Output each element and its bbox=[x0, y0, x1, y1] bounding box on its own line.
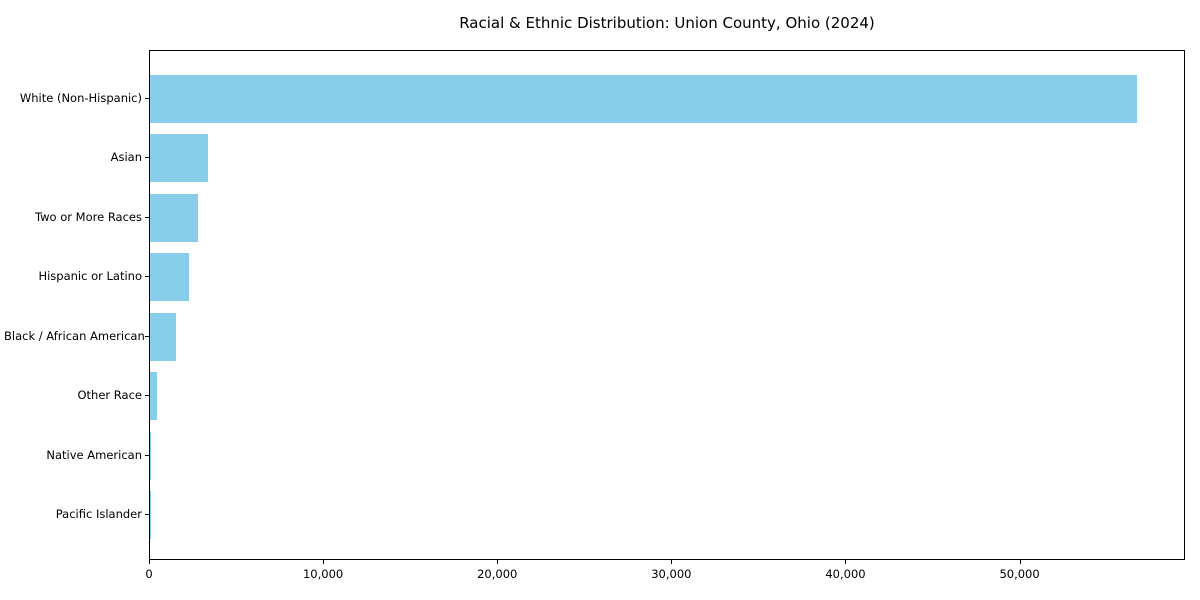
x-axis-tick-label: 40,000 bbox=[825, 567, 866, 581]
x-axis-tick-label: 20,000 bbox=[477, 567, 518, 581]
y-axis-category-label: Two or More Races bbox=[35, 209, 142, 224]
y-axis-tick bbox=[145, 514, 149, 515]
bar bbox=[150, 372, 157, 420]
bar bbox=[150, 253, 189, 301]
x-axis-tick-label: 50,000 bbox=[999, 567, 1040, 581]
y-axis-tick bbox=[145, 335, 149, 337]
plot-area bbox=[149, 50, 1185, 560]
y-axis-tick bbox=[145, 157, 149, 158]
x-axis-tick bbox=[845, 560, 847, 564]
y-axis-category-label: Black / African American bbox=[4, 328, 145, 343]
bar bbox=[150, 134, 208, 182]
y-axis-category-label: Hispanic or Latino bbox=[38, 269, 142, 283]
x-axis-tick-label: 10,000 bbox=[302, 567, 344, 581]
x-axis-tick-label: 0 bbox=[145, 567, 153, 581]
y-axis-category-label: Asian bbox=[110, 150, 142, 164]
y-axis-tick bbox=[145, 97, 149, 99]
y-axis-category-label: Pacific Islander bbox=[55, 507, 142, 521]
y-axis-tick bbox=[145, 395, 149, 396]
x-axis-tick bbox=[1019, 560, 1021, 564]
x-axis-tick bbox=[149, 560, 150, 564]
bar bbox=[150, 193, 199, 242]
bar bbox=[150, 312, 176, 361]
bar bbox=[150, 74, 1138, 123]
y-axis-category-label: Native American bbox=[46, 447, 142, 462]
x-axis-tick-label: 30,000 bbox=[651, 567, 692, 581]
chart-title: Racial & Ethnic Distribution: Union Coun… bbox=[459, 14, 875, 32]
y-axis-category-label: White (Non-Hispanic) bbox=[19, 90, 142, 105]
x-axis-tick bbox=[497, 560, 499, 564]
y-axis-tick bbox=[145, 454, 149, 456]
y-axis-tick bbox=[145, 216, 149, 218]
y-axis-tick bbox=[145, 276, 149, 277]
x-axis-tick bbox=[323, 560, 325, 564]
y-axis-category-label: Other Race bbox=[77, 388, 143, 402]
x-axis-tick bbox=[671, 560, 673, 564]
bar bbox=[150, 431, 152, 480]
